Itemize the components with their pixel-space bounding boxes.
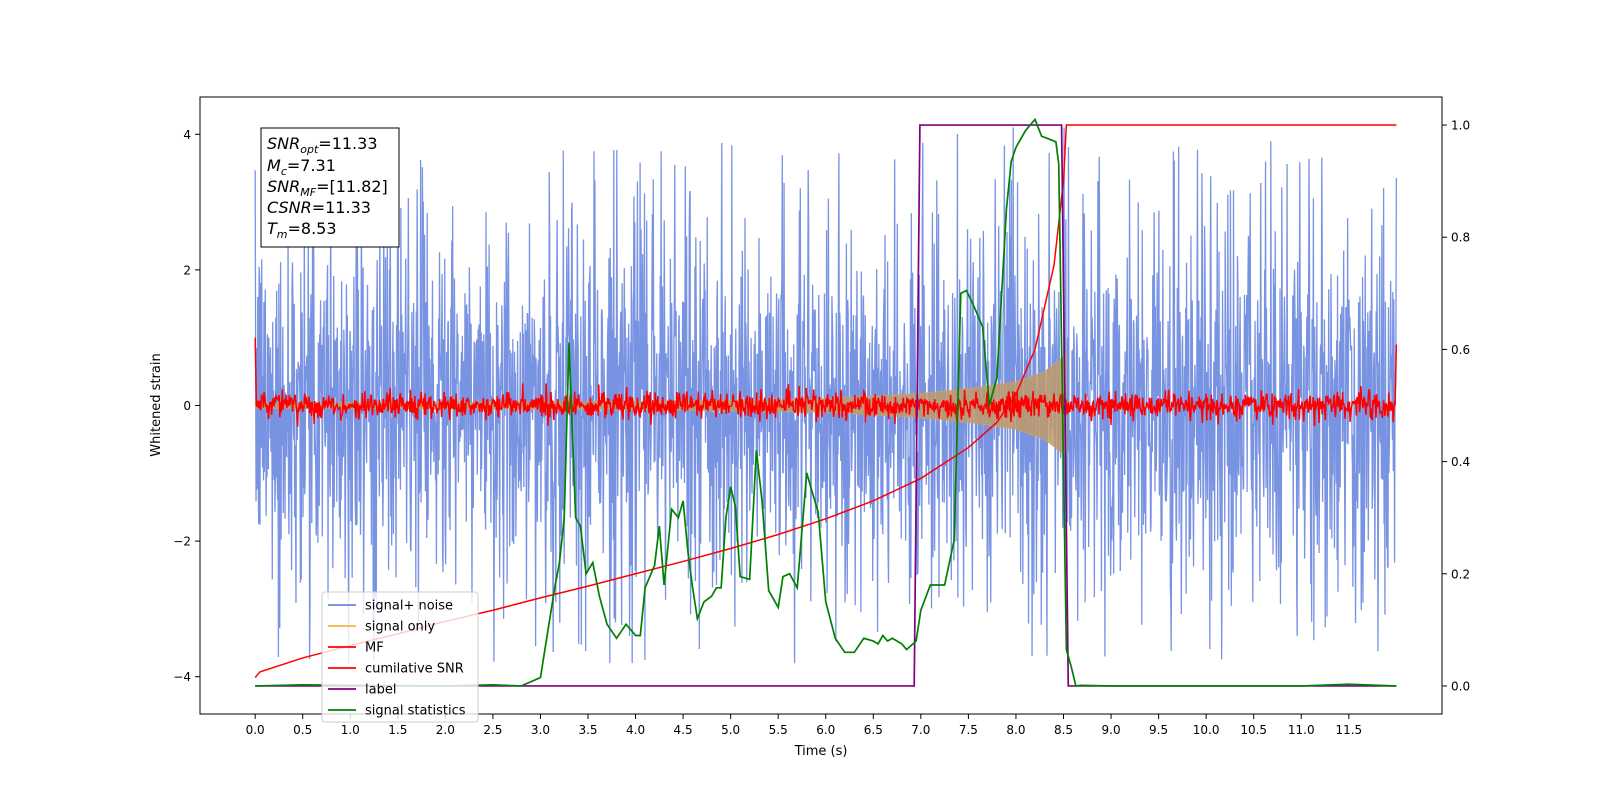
x-tick-label: 3.0 xyxy=(531,723,550,737)
y-tick-label-left: 2 xyxy=(183,263,191,277)
x-axis-label: Time (s) xyxy=(794,744,848,759)
y-tick-label-right: 0.6 xyxy=(1451,343,1470,357)
y-tick-label-left: 0 xyxy=(183,399,191,413)
series-mf xyxy=(254,337,1398,427)
x-tick-label: 6.0 xyxy=(816,723,835,737)
legend-label: signal only xyxy=(365,620,435,635)
x-tick-label: 2.0 xyxy=(436,723,455,737)
x-tick-label: 4.0 xyxy=(626,723,645,737)
legend-label: MF xyxy=(365,641,384,656)
x-tick-label: 9.0 xyxy=(1102,723,1121,737)
x-tick-label: 1.0 xyxy=(341,723,360,737)
x-tick-label: 5.0 xyxy=(721,723,740,737)
x-tick-label: 11.5 xyxy=(1335,723,1362,737)
y-axis-left: 4 2 0 −2 −4 xyxy=(173,128,200,684)
tm-text: Tm=8.53 xyxy=(267,219,337,241)
legend-label: signal statistics xyxy=(365,704,466,719)
y-tick-label-right: 1.0 xyxy=(1451,119,1470,133)
legend-label: label xyxy=(365,683,396,698)
x-tick-label: 3.5 xyxy=(578,723,597,737)
x-tick-label: 10.5 xyxy=(1240,723,1267,737)
y-axis-right: 1.0 0.8 0.6 0.4 0.2 0.0 xyxy=(1442,119,1470,693)
x-tick-label: 1.5 xyxy=(388,723,407,737)
x-tick-label: 2.5 xyxy=(483,723,502,737)
snr-mf-text: SNRMF=[11.82] xyxy=(267,177,388,199)
x-tick-label: 11.0 xyxy=(1288,723,1315,737)
y-axis-label: Whitened strain xyxy=(149,353,164,456)
y-tick-label-right: 0.2 xyxy=(1451,567,1470,581)
mc-text: Mc=7.31 xyxy=(267,156,336,178)
x-tick-label: 0.0 xyxy=(246,723,265,737)
y-tick-label-left: −4 xyxy=(173,670,191,684)
x-tick-label: 4.5 xyxy=(674,723,693,737)
legend: signal+ noise signal only MF cumilative SNR… xyxy=(321,591,479,723)
x-tick-label: 8.5 xyxy=(1054,723,1073,737)
x-tick-label: 9.5 xyxy=(1149,723,1168,737)
x-tick-label: 0.5 xyxy=(293,723,312,737)
x-tick-label: 6.5 xyxy=(864,723,883,737)
y-tick-label-right: 0.8 xyxy=(1451,231,1470,245)
x-tick-label: 7.5 xyxy=(959,723,978,737)
y-tick-label-right: 0.0 xyxy=(1451,679,1470,693)
annotation-box: SNRopt=11.33 Mc=7.31 SNRMF=[11.82] CSNR=… xyxy=(260,127,400,248)
x-tick-label: 10.0 xyxy=(1193,723,1220,737)
y-tick-label-left: −2 xyxy=(173,535,191,549)
y-tick-label-right: 0.4 xyxy=(1451,455,1470,469)
x-tick-label: 7.0 xyxy=(911,723,930,737)
legend-label: signal+ noise xyxy=(365,599,453,614)
x-tick-label: 5.5 xyxy=(769,723,788,737)
x-tick-label: 8.0 xyxy=(1006,723,1025,737)
series-signal-noise xyxy=(254,127,1397,664)
x-axis: 0.0 0.5 1.0 1.5 2.0 2.5 3.0 3.5 4.0 4.5 5.0 5.5 6.0 6… xyxy=(246,714,1362,737)
legend-label: cumilative SNR xyxy=(365,662,464,677)
csnr-text: CSNR=11.33 xyxy=(267,198,371,217)
series-signal-statistics xyxy=(255,117,1397,687)
y-tick-label-left: 4 xyxy=(183,128,191,142)
snr-opt-text: SNRopt=11.33 xyxy=(267,134,378,156)
